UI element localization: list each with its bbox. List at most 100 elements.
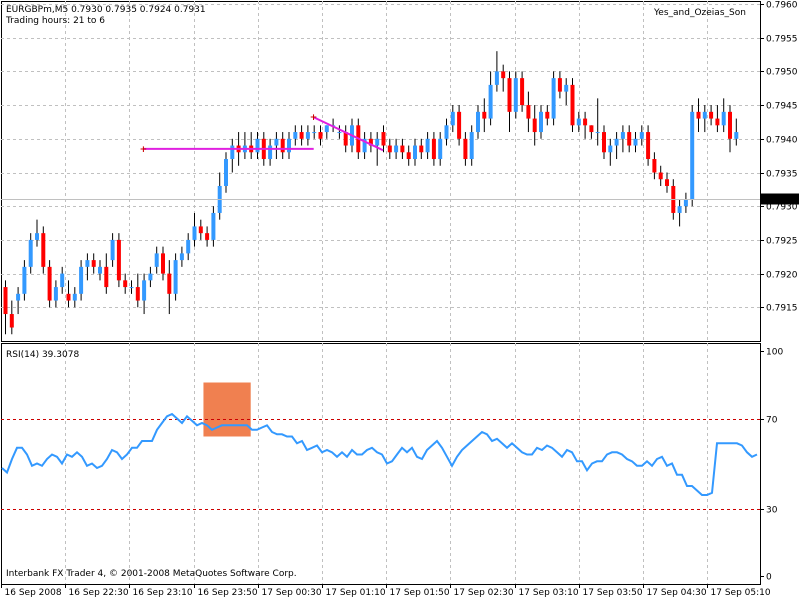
bull-candle-body (22, 266, 27, 294)
bull-candle-body (60, 273, 65, 288)
candle (98, 260, 102, 281)
main-panel[interactable]: ++ 0.79600.79550.79500.79450.79400.79350… (1, 1, 799, 342)
bull-candle-body (488, 84, 493, 119)
candle (734, 118, 739, 146)
bear-candle-body (343, 132, 348, 146)
bear-candle-body (583, 118, 588, 126)
bull-candle-body (444, 125, 449, 139)
candle (268, 138, 273, 166)
candle (501, 64, 506, 92)
candle (494, 51, 499, 92)
candle (287, 132, 291, 160)
candle (72, 287, 77, 308)
symbol-info-line: EURGBPm,M5 0.7930 0.7935 0.7924 0.7931 (6, 5, 206, 15)
candle (721, 98, 726, 133)
candle (665, 172, 669, 193)
bull-candle-body (639, 132, 644, 139)
price-axis: 0.7960 0.7955 0.7950 0.7945 0.7940 0.7935 0.79… (760, 1, 798, 314)
bear-candle-body (646, 132, 651, 160)
candle (129, 280, 134, 294)
price-tick-label: 0.7945 (766, 102, 798, 112)
time-tick-label: 17 Sep 03:10 (519, 588, 579, 598)
candle (520, 71, 525, 112)
time-tick-label: 17 Sep 02:30 (454, 588, 514, 598)
bear-candle-body (501, 71, 506, 79)
bear-candle-body (91, 260, 96, 267)
bear-candle-body (658, 172, 663, 180)
bear-candle-body (9, 314, 14, 328)
candle (198, 219, 203, 240)
candle (444, 118, 449, 146)
candle (66, 280, 71, 308)
candle (154, 246, 159, 274)
candle (3, 280, 8, 335)
bull-candle-body (186, 239, 191, 254)
candle (450, 105, 455, 133)
candle (570, 78, 575, 133)
trendline-anchor-marker: + (310, 113, 318, 123)
candle (469, 125, 474, 166)
time-tick-label: 17 Sep 01:50 (390, 588, 450, 598)
bear-candle-body (419, 145, 424, 153)
candle (419, 138, 424, 160)
candle (337, 125, 342, 139)
bull-candle-body (721, 111, 726, 126)
candle (224, 152, 228, 193)
time-tick-label: 17 Sep 01:10 (326, 588, 386, 598)
bear-candle-body (696, 111, 701, 119)
bull-candle-body (413, 145, 417, 160)
bull-candle-body (438, 138, 443, 160)
candlestick-series (3, 51, 739, 335)
candle (633, 132, 638, 153)
bull-candle-body (683, 199, 688, 207)
bull-candle-body (72, 293, 77, 301)
bull-candle-body (362, 138, 367, 153)
candle (47, 260, 52, 308)
bull-candle-body (154, 253, 159, 267)
trading-hours-text: Trading hours: 21 to 6 (6, 16, 106, 26)
time-tick-label: 16 Sep 23:50 (198, 588, 258, 598)
time-tick-label: 17 Sep 00:30 (262, 588, 322, 598)
candle (438, 132, 443, 166)
rsi-panel[interactable]: 100 70 30 0 (1, 343, 783, 585)
bear-candle-body (526, 105, 531, 119)
candle (696, 98, 701, 133)
bull-candle-body (28, 239, 33, 267)
rsi-axis: 100 70 30 0 (760, 348, 783, 583)
candle (595, 98, 600, 146)
bull-candle-body (16, 293, 21, 301)
bear-candle-body (41, 233, 46, 267)
rsi-highlight-box[interactable] (203, 382, 251, 437)
bear-candle-body (47, 266, 52, 301)
candle (646, 125, 651, 166)
indicator-name-label: Yes_and_Ozeias_Son (654, 8, 746, 18)
bull-candle-body (375, 138, 380, 146)
bull-candle-body (576, 118, 581, 126)
candle (576, 111, 581, 133)
candle (85, 253, 90, 281)
candle (457, 105, 462, 146)
time-tick-label: 17 Sep 05:10 (711, 588, 771, 598)
bull-candle-body (173, 260, 178, 294)
candle (318, 125, 323, 146)
candle (639, 125, 644, 146)
bull-candle-body (702, 111, 707, 119)
trendline-anchor-marker: + (140, 145, 148, 155)
bull-candle-body (614, 138, 619, 146)
candle (305, 125, 310, 146)
candle (343, 125, 348, 153)
candle (564, 78, 569, 106)
bear-candle-body (520, 78, 525, 106)
candle (702, 105, 707, 133)
bull-candle-body (274, 138, 279, 146)
candle (35, 219, 39, 247)
bull-candle-body (539, 111, 543, 133)
trendline-objects[interactable]: ++ (140, 113, 384, 155)
bear-candle-body (167, 273, 172, 294)
candle (394, 138, 399, 160)
bear-candle-body (532, 118, 537, 133)
candle (324, 125, 329, 139)
bear-candle-body (627, 132, 632, 146)
candle (614, 132, 619, 160)
